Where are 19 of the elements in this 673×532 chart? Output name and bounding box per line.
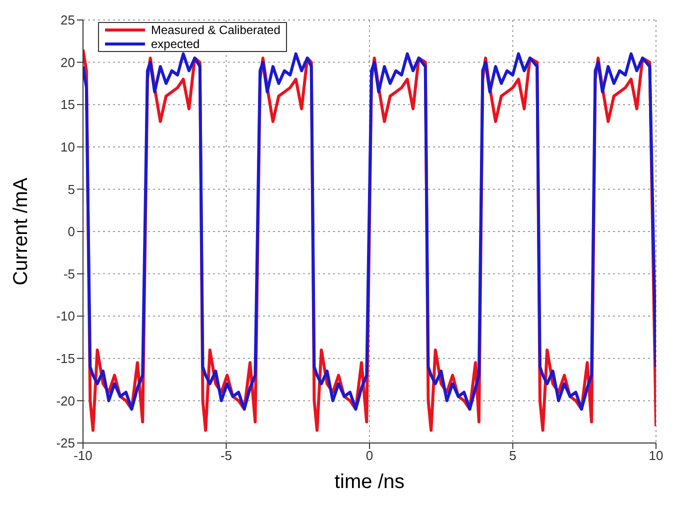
x-tick-label: 0 [366,448,374,464]
y-tick-label: -20 [56,393,75,408]
x-axis-title: time /ns [334,471,405,493]
y-tick-label: 20 [60,54,75,70]
y-tick-label: 15 [60,97,75,112]
y-tick-label: -5 [63,266,75,282]
x-tick-label: 10 [648,448,664,464]
y-tick-label: 25 [60,12,75,28]
y-tick-label: -15 [56,351,75,366]
y-tick-label: -25 [56,436,75,451]
x-tick-label: -5 [220,448,232,464]
y-tick-label: 5 [68,182,75,197]
y-tick-label: 0 [68,224,75,240]
y-tick-label: -10 [56,308,75,324]
legend-label: Measured & Caliberated [151,23,280,37]
legend-label: expected [151,37,200,51]
x-tick-label: 5 [509,448,516,464]
y-axis-title: Current /mA [10,176,32,286]
y-tick-label: 10 [60,140,75,155]
